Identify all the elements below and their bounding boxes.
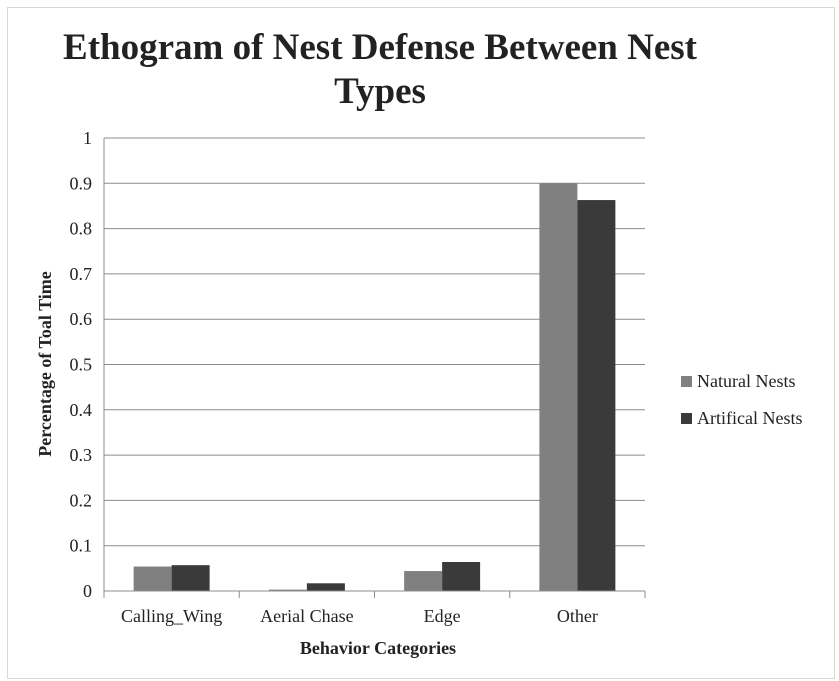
y-tick-label: 0 [83, 581, 92, 601]
y-tick-label: 1 [83, 128, 92, 148]
bar-natural [268, 589, 307, 591]
bar-natural [404, 571, 443, 591]
y-tick-label: 0.5 [70, 355, 93, 375]
y-tick-label: 0.3 [70, 445, 93, 465]
bar-artificial [442, 562, 481, 591]
bar-natural [539, 183, 578, 592]
legend-label: Artifical Nests [697, 408, 802, 428]
bar-artificial [306, 583, 345, 591]
axes [103, 138, 646, 598]
x-tick-label: Calling_Wing [121, 606, 222, 626]
x-tick-labels: Calling_Wing Aerial Chase Edge Other [121, 606, 598, 626]
bar-artificial [577, 200, 616, 591]
y-tick-labels: 0 0.1 0.2 0.3 0.4 0.5 0.6 0.7 0.8 0.9 1 [70, 128, 93, 601]
legend-swatch [681, 413, 692, 424]
y-tick-label: 0.6 [70, 309, 93, 329]
y-tick-label: 0.7 [70, 264, 93, 284]
x-tick-label: Other [557, 606, 598, 626]
y-axis-title: Percentage of Toal Time [35, 271, 55, 456]
bar-artificial [171, 565, 210, 591]
x-tick-label: Aerial Chase [260, 606, 353, 626]
y-tick-label: 0.1 [70, 536, 93, 556]
y-tick-label: 0.9 [70, 173, 93, 193]
chart-title: Ethogram of Nest Defense Between Nest Typ… [63, 27, 697, 112]
y-tick-label: 0.2 [70, 490, 93, 510]
y-tick-label: 0.4 [70, 400, 93, 420]
y-tick-label: 0.8 [70, 219, 93, 239]
bar-natural [133, 566, 172, 591]
legend-swatch [681, 376, 692, 387]
x-tick-label: Edge [424, 606, 461, 626]
x-axis-title: Behavior Categories [300, 638, 456, 658]
bars [133, 183, 616, 592]
legend: Natural Nests Artifical Nests [681, 371, 802, 428]
legend-label: Natural Nests [697, 371, 795, 391]
